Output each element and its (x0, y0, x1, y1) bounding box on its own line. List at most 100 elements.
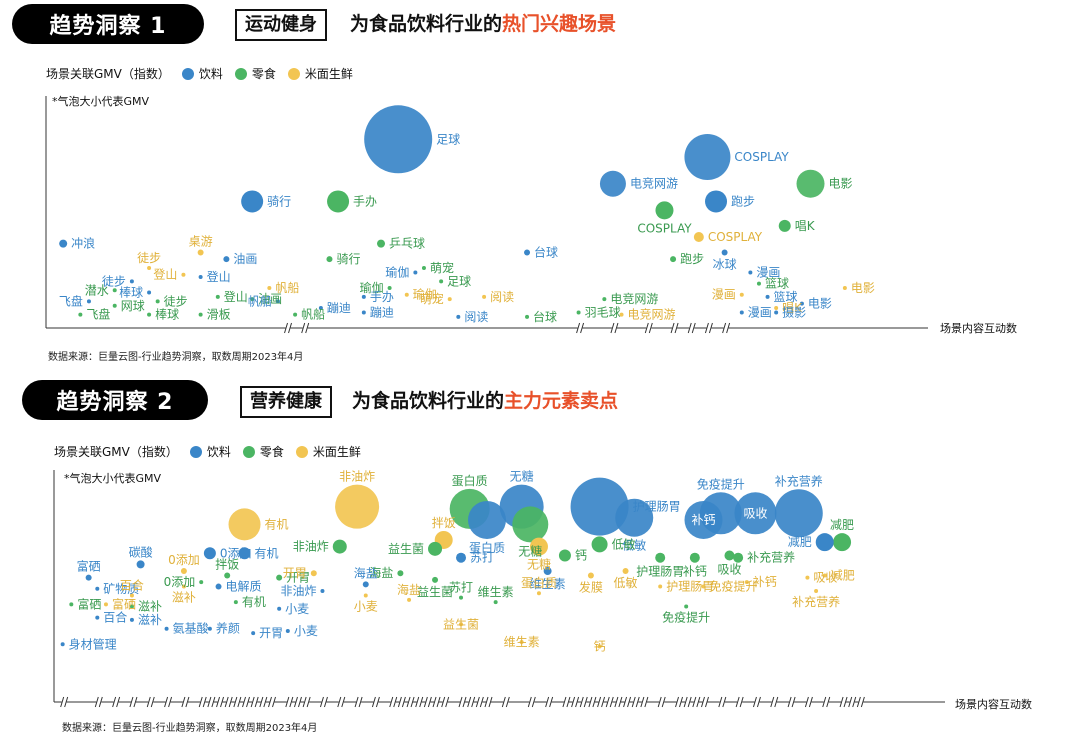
bubble-label: 减肥 (788, 535, 812, 549)
bubble-snack (684, 604, 689, 609)
bubble-label: 护理肠胃 (633, 500, 681, 514)
axis-break-mark (432, 696, 441, 708)
axis-break-mark (640, 696, 649, 708)
bubble-label: 唱K (795, 219, 816, 233)
bubble-drink (748, 270, 753, 275)
axis-break-mark (259, 696, 268, 708)
bubble-staple (147, 266, 152, 271)
bubble-label: 开胃 (286, 571, 310, 585)
bubble-label: 骑行 (267, 194, 291, 208)
legend2-drink-dot (189, 445, 202, 458)
bubble-drink (136, 560, 145, 569)
bubble-drink (524, 249, 531, 256)
axis-break-mark (146, 696, 155, 708)
bubble-snack (796, 169, 825, 198)
bubble-drink (774, 310, 779, 315)
bubble-drink (815, 533, 834, 552)
bubble-snack (293, 312, 298, 317)
bubble-drink (86, 299, 91, 304)
bubble-drink (765, 294, 770, 299)
bubble-staple (619, 312, 624, 317)
bubble-drink (456, 552, 467, 563)
bubble-label: 油画 (233, 252, 257, 266)
bubble-snack (387, 286, 392, 291)
axis-break-mark (588, 696, 597, 708)
bubble-label: 滑板 (207, 308, 231, 322)
bubble-label: 篮球 (774, 289, 798, 304)
bubble-label: 徒步 (137, 251, 161, 265)
bubble-drink (774, 489, 823, 538)
bubble-label: 电解质 (226, 580, 262, 594)
bubble-drink (198, 274, 203, 279)
bubble-drink (684, 500, 723, 539)
bubble-staple (228, 508, 261, 541)
bubble-snack (198, 312, 203, 317)
bubble-label: 摄影 (782, 304, 806, 319)
bubble-snack (428, 541, 443, 556)
section1-x-axis-label: 场景内容互动数 (940, 322, 1017, 335)
bubble-snack (512, 506, 549, 543)
axis-break-mark (670, 322, 679, 334)
bubble-label: 骑行 (336, 252, 360, 266)
bubble-drink (739, 310, 744, 315)
bubble-label: 补充营养 (747, 550, 795, 565)
bubble-snack (147, 312, 152, 317)
bubble-label: 滋补 (138, 613, 162, 627)
bubble-label: 补钙 (753, 575, 777, 589)
bubble-drink (456, 314, 461, 319)
bubble-label: 免疫提升 (710, 579, 758, 594)
axis-break-mark (822, 696, 831, 708)
bubble-drink (164, 626, 169, 631)
bubble-label: 开胃 (259, 626, 283, 640)
bubble-staple (693, 231, 704, 242)
bubble-label: 身材管理 (69, 636, 117, 651)
bubble-label: 网球 (121, 299, 145, 313)
bubble-label: 吸收 (717, 562, 741, 576)
bubble-label: 桌游 (189, 235, 213, 249)
bubble-snack (525, 314, 530, 319)
bubble-staple (129, 593, 134, 598)
legend2-snack: 零食 (242, 443, 284, 460)
bubble-drink (364, 105, 433, 174)
legend2-drink-label: 饮料 (206, 445, 231, 459)
bubble-label: 低敏 (614, 575, 638, 590)
axis-break-mark (501, 696, 510, 708)
legend2-snack-label: 零食 (259, 445, 284, 459)
section2-tag: 趋势洞察 2 (22, 380, 208, 420)
bubble-label: 钙 (594, 640, 606, 654)
legend-drink: 饮料 (181, 65, 223, 82)
bubble-snack (756, 281, 761, 286)
bubble-label: 低敏 (622, 538, 646, 553)
axis-break-mark (268, 696, 276, 708)
bubble-label: 维生素 (504, 635, 540, 649)
bubble-label: 小麦 (285, 602, 309, 616)
axis-break-mark (856, 696, 865, 708)
bubble-label: 冰球 (713, 258, 737, 272)
axis-break-mark (216, 696, 225, 708)
bubble-snack (224, 572, 231, 579)
bubble-label: 油画 (258, 292, 282, 306)
bubble-label: 开胃 (283, 566, 307, 580)
legend2-staple-label: 米面生鲜 (312, 445, 361, 459)
section1-bubble-note: *气泡大小代表GMV (52, 95, 150, 108)
axis-break-mark (242, 696, 250, 708)
legend-staple-dot (287, 67, 300, 80)
bubble-label: 帆船 (248, 293, 272, 308)
legend2-staple-dot (295, 445, 308, 458)
bubble-snack (112, 303, 117, 308)
axis-break-mark (207, 696, 216, 708)
axis-break-mark (302, 696, 311, 708)
bubble-snack (112, 288, 117, 293)
axis-break-mark (397, 696, 406, 708)
bubble-staple (181, 272, 186, 277)
bubble-snack (558, 549, 571, 562)
bubble-snack (250, 297, 255, 302)
bubble-snack (670, 256, 677, 263)
bubble-drink (413, 270, 418, 275)
bubble-staple (842, 286, 847, 291)
axis-break-mark (112, 696, 121, 708)
bubble-staple (536, 591, 541, 596)
axis-break-mark (687, 322, 696, 334)
bubble-label: 帆船 (275, 280, 299, 295)
axis-break-mark (787, 696, 796, 708)
